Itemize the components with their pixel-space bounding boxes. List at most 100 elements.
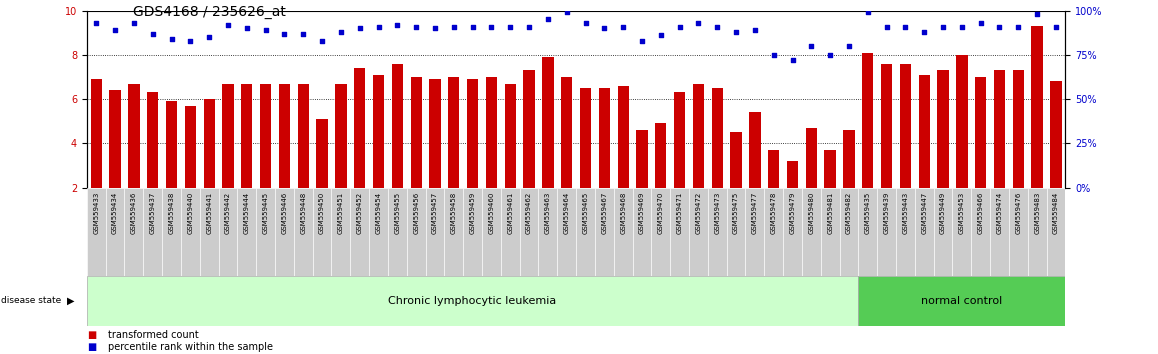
Text: GSM559443: GSM559443: [902, 192, 908, 234]
Bar: [445, 188, 463, 276]
Bar: [731, 132, 742, 188]
Point: [915, 29, 933, 35]
Bar: [482, 188, 500, 276]
Bar: [617, 86, 629, 188]
Point: [595, 25, 614, 31]
Bar: [843, 130, 855, 188]
Bar: [313, 188, 331, 276]
Text: GSM559440: GSM559440: [188, 192, 193, 234]
Point: [276, 31, 294, 36]
Bar: [557, 188, 577, 276]
Point: [351, 25, 369, 31]
Bar: [354, 68, 366, 188]
Bar: [256, 188, 274, 276]
Bar: [237, 188, 256, 276]
Bar: [896, 188, 915, 276]
Point: [896, 24, 915, 29]
Bar: [219, 188, 237, 276]
Bar: [350, 188, 369, 276]
Text: GSM559470: GSM559470: [658, 192, 664, 234]
Point: [689, 20, 708, 26]
Bar: [199, 188, 219, 276]
Bar: [915, 188, 933, 276]
Text: GSM559479: GSM559479: [790, 192, 796, 234]
Bar: [538, 188, 557, 276]
Point: [406, 24, 425, 29]
Bar: [147, 92, 159, 188]
Bar: [651, 188, 670, 276]
Point: [727, 29, 746, 35]
Bar: [858, 276, 1065, 326]
Point: [144, 31, 162, 36]
Bar: [500, 188, 520, 276]
Point: [426, 25, 445, 31]
Point: [577, 20, 595, 26]
Point: [783, 57, 801, 63]
Bar: [824, 150, 836, 188]
Bar: [562, 77, 572, 188]
Bar: [577, 188, 595, 276]
Text: GSM559472: GSM559472: [696, 192, 702, 234]
Point: [520, 24, 538, 29]
Text: GSM559466: GSM559466: [977, 192, 983, 234]
Point: [219, 22, 237, 28]
Point: [501, 24, 520, 29]
Text: GSM559447: GSM559447: [922, 192, 928, 234]
Text: GSM559468: GSM559468: [621, 192, 626, 234]
Bar: [881, 64, 893, 188]
Text: percentile rank within the sample: percentile rank within the sample: [108, 342, 272, 352]
Bar: [674, 92, 686, 188]
Bar: [505, 84, 516, 188]
Text: GSM559469: GSM559469: [639, 192, 645, 234]
Bar: [972, 188, 990, 276]
Point: [708, 24, 726, 29]
Bar: [783, 188, 801, 276]
Text: GSM559444: GSM559444: [244, 192, 250, 234]
Text: ▶: ▶: [67, 296, 74, 306]
Bar: [801, 188, 821, 276]
Text: GSM559433: GSM559433: [94, 192, 100, 234]
Text: GSM559442: GSM559442: [225, 192, 230, 234]
Bar: [1047, 188, 1065, 276]
Text: GSM559446: GSM559446: [281, 192, 287, 234]
Bar: [166, 101, 177, 188]
Text: GSM559467: GSM559467: [601, 192, 607, 234]
Bar: [144, 188, 162, 276]
Bar: [125, 188, 144, 276]
Text: GSM559441: GSM559441: [206, 192, 212, 234]
Bar: [467, 79, 478, 188]
Text: GSM559454: GSM559454: [375, 192, 381, 234]
Text: ■: ■: [87, 330, 96, 340]
Point: [125, 20, 144, 26]
Bar: [637, 130, 647, 188]
Text: normal control: normal control: [922, 296, 1003, 306]
Point: [840, 43, 858, 49]
Text: GSM559455: GSM559455: [395, 192, 401, 234]
Bar: [994, 70, 1005, 188]
Text: GSM559459: GSM559459: [470, 192, 476, 234]
Bar: [259, 84, 271, 188]
Point: [313, 38, 331, 44]
Bar: [294, 188, 313, 276]
Text: GSM559456: GSM559456: [413, 192, 419, 234]
Bar: [87, 188, 105, 276]
Bar: [542, 57, 554, 188]
Text: GSM559437: GSM559437: [149, 192, 155, 234]
Bar: [430, 79, 441, 188]
Bar: [957, 55, 968, 188]
Bar: [938, 70, 948, 188]
Bar: [279, 84, 290, 188]
Bar: [448, 77, 460, 188]
Text: GSM559483: GSM559483: [1034, 192, 1040, 234]
Bar: [129, 84, 140, 188]
Point: [237, 25, 256, 31]
Point: [1047, 24, 1065, 29]
Bar: [689, 188, 708, 276]
Text: GSM559438: GSM559438: [169, 192, 175, 234]
Text: GSM559451: GSM559451: [338, 192, 344, 234]
Text: ■: ■: [87, 342, 96, 352]
Point: [972, 20, 990, 26]
Bar: [391, 64, 403, 188]
Bar: [486, 77, 497, 188]
Bar: [768, 150, 779, 188]
